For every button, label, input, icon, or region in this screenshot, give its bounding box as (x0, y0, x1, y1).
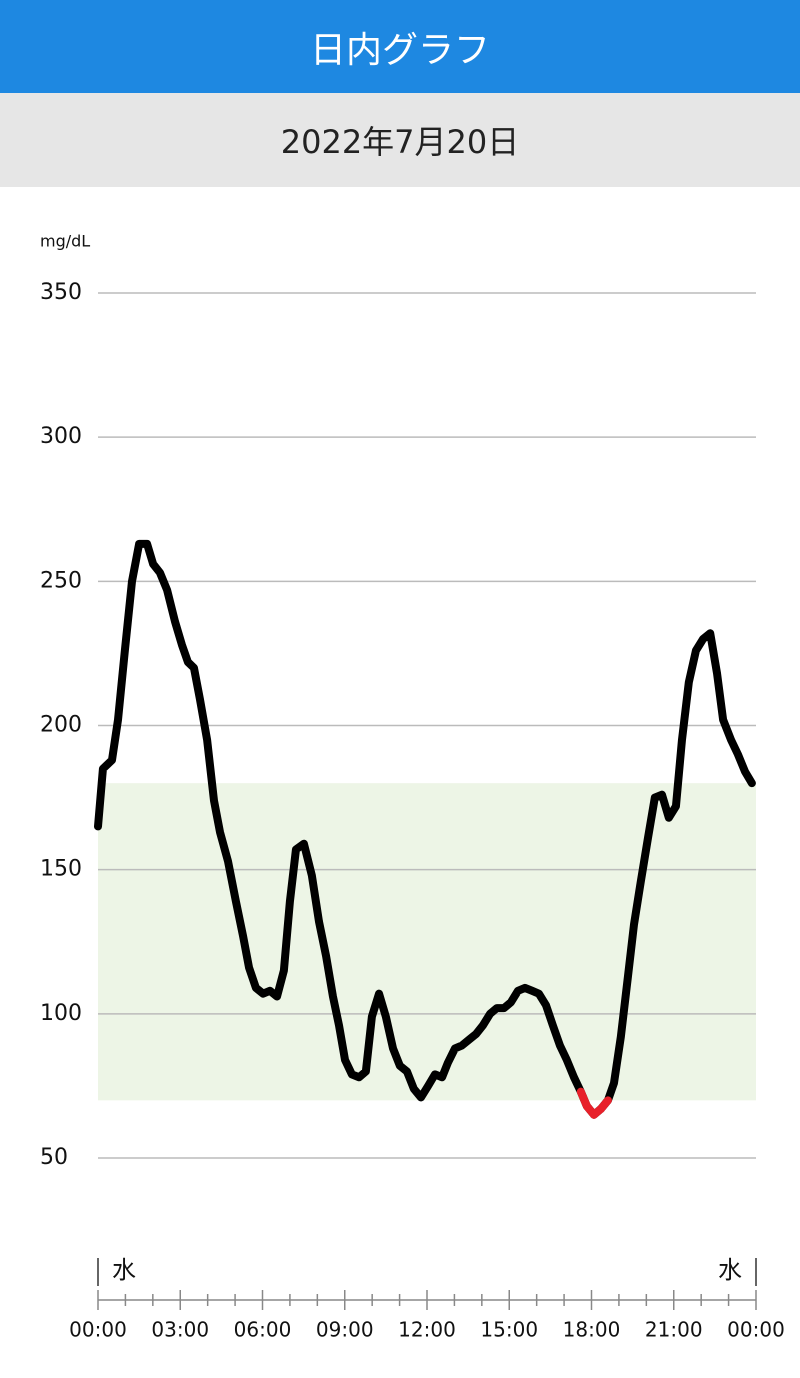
y-tick-label: 350 (40, 280, 82, 305)
x-tick-label: 03:00 (151, 1318, 209, 1342)
x-tick-label: 18:00 (563, 1318, 621, 1342)
y-tick-label: 250 (40, 568, 82, 593)
x-tick-label: 06:00 (234, 1318, 292, 1342)
x-tick-label: 21:00 (645, 1318, 703, 1342)
target-range (98, 783, 756, 1101)
y-tick-label: 100 (40, 1001, 82, 1026)
glucose-line (94, 539, 756, 1119)
day-label: 水 (112, 1256, 136, 1284)
y-tick-label: 200 (40, 713, 82, 738)
x-tick-label: 12:00 (398, 1318, 456, 1342)
x-tick-label: 00:00 (727, 1318, 785, 1342)
x-tick-label: 00:00 (69, 1318, 127, 1342)
header-title: 日内グラフ (0, 0, 800, 93)
low-segment (596, 1096, 612, 1113)
day-label: 水 (718, 1256, 742, 1284)
date-label: 2022年7月20日 (0, 93, 800, 187)
y-axis-label: mg/dL (40, 232, 90, 251)
y-tick-label: 50 (40, 1145, 68, 1170)
x-tick-label: 09:00 (316, 1318, 374, 1342)
x-tick-label: 15:00 (480, 1318, 538, 1342)
y-tick-label: 300 (40, 424, 82, 449)
y-tick-label: 150 (40, 857, 82, 882)
